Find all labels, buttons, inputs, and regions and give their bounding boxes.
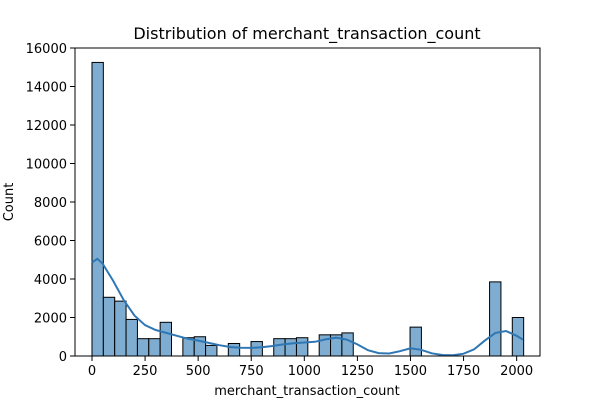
histogram-bar — [148, 338, 161, 357]
y-tick-label: 0 — [59, 350, 67, 365]
y-tick-label: 16000 — [26, 42, 67, 57]
y-tick-label: 2000 — [34, 312, 67, 327]
y-axis-label: Count — [2, 183, 17, 222]
x-axis-label: merchant_transaction_count — [214, 384, 400, 399]
y-tick-label: 8000 — [34, 196, 67, 211]
x-tick-label: 2000 — [500, 364, 533, 379]
x-tick-label: 0 — [88, 364, 96, 379]
histogram-bar — [102, 296, 116, 357]
x-tick-label: 750 — [239, 364, 264, 379]
histogram-bar — [227, 342, 241, 357]
histogram-bar — [489, 281, 502, 357]
y-axis-ticks: 0 2000 4000 6000 8000 10000 12000 14000 16000 — [26, 42, 75, 365]
histogram-bar — [284, 338, 297, 357]
histogram-bar — [273, 338, 286, 357]
x-tick-label: 250 — [133, 364, 158, 379]
x-tick-label: 1000 — [288, 364, 321, 379]
histogram-bar — [91, 61, 104, 357]
plot-area — [75, 48, 540, 356]
x-tick-label: 1500 — [394, 364, 427, 379]
kde-line — [91, 257, 524, 357]
histogram-bar — [205, 344, 218, 357]
histogram-bar — [125, 318, 138, 357]
chart-title: Distribution of merchant_transaction_cou… — [133, 24, 480, 44]
x-tick-label: 500 — [186, 364, 211, 379]
histogram-bar — [341, 332, 354, 357]
x-tick-label: 1750 — [447, 364, 480, 379]
histogram-bar — [114, 300, 127, 357]
y-tick-label: 14000 — [26, 81, 67, 96]
y-tick-label: 10000 — [26, 158, 67, 173]
y-tick-label: 4000 — [34, 273, 67, 288]
histogram-bar — [295, 337, 309, 357]
x-axis-ticks: 0 250 500 750 1000 1250 1500 1750 2000 — [88, 356, 533, 379]
y-tick-label: 6000 — [34, 235, 67, 250]
histogram-bar — [409, 326, 422, 357]
histogram-bar — [159, 321, 173, 357]
x-tick-label: 1250 — [341, 364, 374, 379]
y-tick-label: 12000 — [26, 119, 67, 134]
histogram-bar — [136, 338, 150, 357]
